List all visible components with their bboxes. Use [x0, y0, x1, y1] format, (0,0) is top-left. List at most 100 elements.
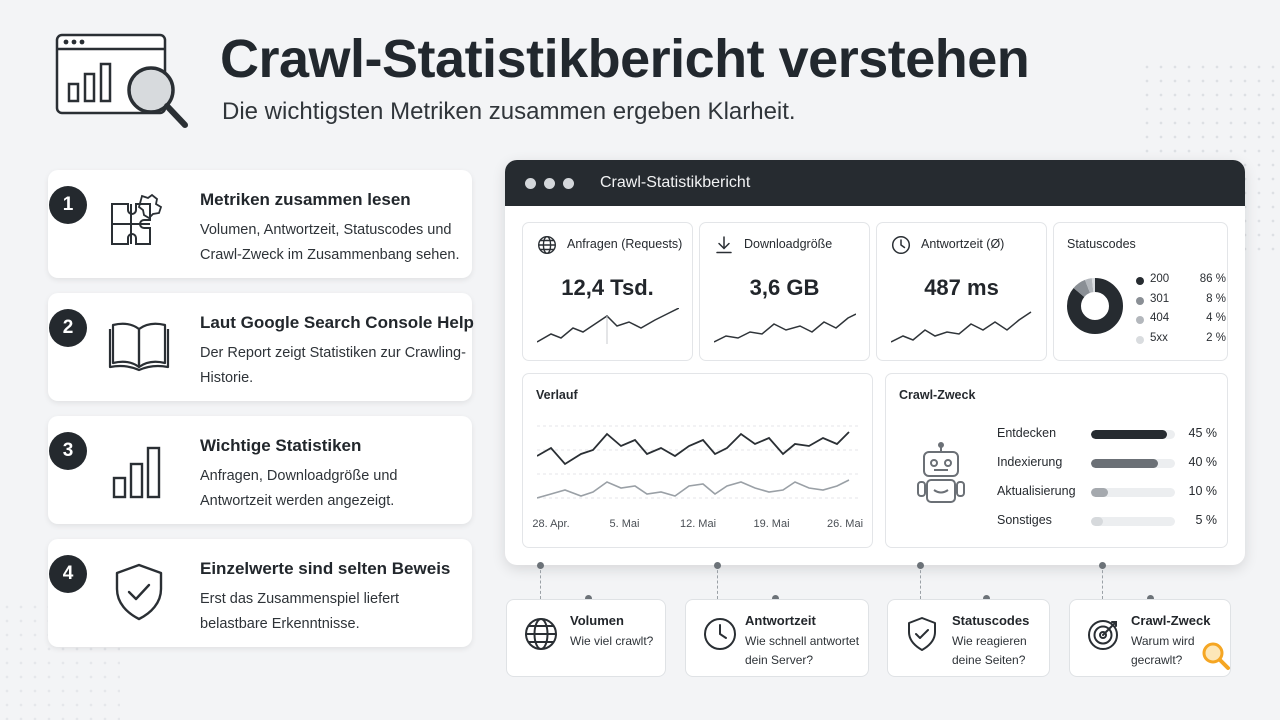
- page-subtitle: Die wichtigsten Metriken zusammen ergebe…: [222, 98, 796, 125]
- window-control-dot[interactable]: [525, 177, 536, 189]
- history-tick-label: 12. Mai: [679, 518, 717, 530]
- crawl-purpose-bar: [1091, 459, 1159, 468]
- crawl-purpose-bar-track: [1091, 430, 1175, 439]
- crawl-purpose-bar: [1091, 430, 1167, 439]
- step-card-1: 1 Metriken zusammen lesen Volumen, Antwo…: [48, 170, 472, 278]
- bottom-card-status-codes[interactable]: Statuscodes Wie reagieren deine Seiten?: [887, 599, 1050, 677]
- step-text: Anfragen, Downloadgröße und Antwortzeit …: [200, 468, 398, 509]
- history-card[interactable]: Verlauf 28. Apr. 5. Mai 12. Mai 19. Mai 26. …: [522, 373, 873, 548]
- robot-icon: [917, 442, 965, 503]
- crawl-purpose-card[interactable]: Crawl-Zweck Entdecken 45 % Indexierung 40 %…: [885, 373, 1228, 548]
- step-number: 4: [49, 555, 87, 593]
- step-title: Laut Google Search Console Help: [200, 313, 474, 332]
- globe-icon: [537, 235, 557, 255]
- bottom-card-title: Statuscodes: [952, 613, 1030, 628]
- step-number: 3: [49, 432, 87, 470]
- history-tick-label: 5. Mai: [609, 518, 640, 530]
- globe-icon: [525, 618, 557, 650]
- sparkline-requests: [537, 308, 679, 344]
- crawl-purpose-name: Entdecken: [997, 426, 1057, 440]
- status-share: 4 %: [1206, 312, 1226, 324]
- crawl-purpose-label: Crawl-Zweck: [899, 388, 976, 402]
- metric-value: 487 ms: [924, 275, 999, 300]
- bottom-card-text: Wie schnell antwortet dein Server?: [745, 634, 860, 667]
- status-codes-card[interactable]: Statuscodes 200 86 % 301 8 % 404 4 % 5xx…: [1053, 222, 1228, 361]
- connector-dot: [1147, 595, 1154, 602]
- crawl-purpose-share: 45 %: [1188, 426, 1218, 440]
- window-titlebar: Crawl-Statistikbericht: [505, 160, 1245, 206]
- step-text: Volumen, Antwortzeit, Statuscodes und Cr…: [200, 222, 460, 263]
- window-title: Crawl-Statistikbericht: [600, 174, 751, 191]
- crawl-purpose-bar-track: [1091, 517, 1175, 526]
- connector-dot: [585, 595, 592, 602]
- crawl-purpose-name: Indexierung: [997, 455, 1063, 469]
- crawl-purpose-name: Sonstiges: [997, 513, 1052, 527]
- history-label: Verlauf: [536, 388, 578, 402]
- crawl-purpose-bar: [1091, 488, 1108, 497]
- connector-dot: [1099, 562, 1106, 569]
- metric-label: Anfragen (Requests): [567, 237, 683, 251]
- history-tick-label: 26. Mai: [826, 518, 864, 530]
- status-code: 200: [1150, 273, 1170, 285]
- metric-card-response-time[interactable]: Antwortzeit (Ø) 487 ms: [876, 222, 1047, 361]
- status-codes-label: Statuscodes: [1067, 237, 1136, 251]
- status-legend-row: 200 86 %: [1136, 273, 1226, 289]
- status-code: 5xx: [1150, 332, 1168, 344]
- crawl-purpose-bar: [1091, 517, 1103, 526]
- connector-dot: [714, 562, 721, 569]
- connector-line: [1102, 565, 1103, 599]
- sparkline-response-time: [891, 311, 1032, 343]
- connector-line: [717, 565, 718, 599]
- status-share: 2 %: [1206, 332, 1226, 344]
- bottom-card-text: Wie reagieren deine Seiten?: [952, 634, 1027, 667]
- window-control-dot[interactable]: [544, 177, 555, 189]
- connector-line: [920, 565, 921, 599]
- metric-value: 3,6 GB: [749, 275, 820, 300]
- step-title: Einzelwerte sind selten Beweis: [200, 559, 451, 578]
- metric-card-download[interactable]: Downloadgröße 3,6 GB: [699, 222, 870, 361]
- status-donut-chart: [1067, 278, 1123, 334]
- history-tick-label: 28. Apr.: [532, 518, 570, 530]
- browser-chart-magnifier-icon: [55, 33, 188, 128]
- crawl-purpose-name: Aktualisierung: [997, 484, 1076, 498]
- bottom-card-text: Warum wird gecrawlt?: [1131, 634, 1195, 667]
- bar-chart-icon: [112, 446, 161, 499]
- status-share: 86 %: [1199, 273, 1226, 285]
- clock-icon: [704, 618, 736, 650]
- status-legend-row: 404 4 %: [1136, 312, 1226, 328]
- open-book-icon: [108, 322, 170, 372]
- connector-dot: [917, 562, 924, 569]
- step-number: 1: [49, 186, 87, 224]
- step-card-4: 4 Einzelwerte sind selten Beweis Erst da…: [48, 539, 472, 647]
- search-icon[interactable]: [1200, 640, 1232, 672]
- crawl-purpose-row: Entdecken 45 %: [997, 426, 1217, 442]
- step-card-3: 3 Wichtige Statistiken Anfragen, Downloa…: [48, 416, 472, 524]
- legend-dot: [1136, 316, 1144, 324]
- status-code: 404: [1150, 312, 1170, 324]
- connector-line: [540, 565, 541, 599]
- puzzle-icon: [111, 193, 163, 245]
- window-control-dot[interactable]: [563, 177, 574, 189]
- crawl-purpose-share: 5 %: [1195, 513, 1217, 527]
- legend-dot: [1136, 277, 1144, 285]
- metric-card-requests[interactable]: Anfragen (Requests) 12,4 Tsd.: [522, 222, 693, 361]
- download-icon: [716, 236, 732, 254]
- bottom-card-volume[interactable]: Volumen Wie viel crawlt?: [506, 599, 666, 677]
- step-number: 2: [49, 309, 87, 347]
- bottom-card-title: Antwortzeit: [745, 613, 816, 628]
- crawl-purpose-share: 10 %: [1188, 484, 1218, 498]
- bottom-card-crawl-purpose[interactable]: Crawl-Zweck Warum wird gecrawlt?: [1069, 599, 1231, 677]
- shield-check-icon: [908, 617, 936, 651]
- metric-value: 12,4 Tsd.: [561, 275, 654, 300]
- metric-label: Antwortzeit (Ø): [921, 237, 1005, 251]
- crawl-purpose-bar-track: [1091, 488, 1175, 497]
- donut-slice-5xx: [1067, 278, 1123, 334]
- status-legend-row: 301 8 %: [1136, 293, 1226, 309]
- bottom-card-title: Volumen: [570, 613, 624, 628]
- connector-dot: [537, 562, 544, 569]
- status-legend-row: 5xx 2 %: [1136, 332, 1226, 348]
- crawl-purpose-share: 40 %: [1188, 455, 1218, 469]
- step-text: Erst das Zusammenspiel liefert belastbar…: [200, 591, 400, 632]
- status-code: 301: [1150, 293, 1170, 305]
- bottom-card-response-time[interactable]: Antwortzeit Wie schnell antwortet dein S…: [685, 599, 869, 677]
